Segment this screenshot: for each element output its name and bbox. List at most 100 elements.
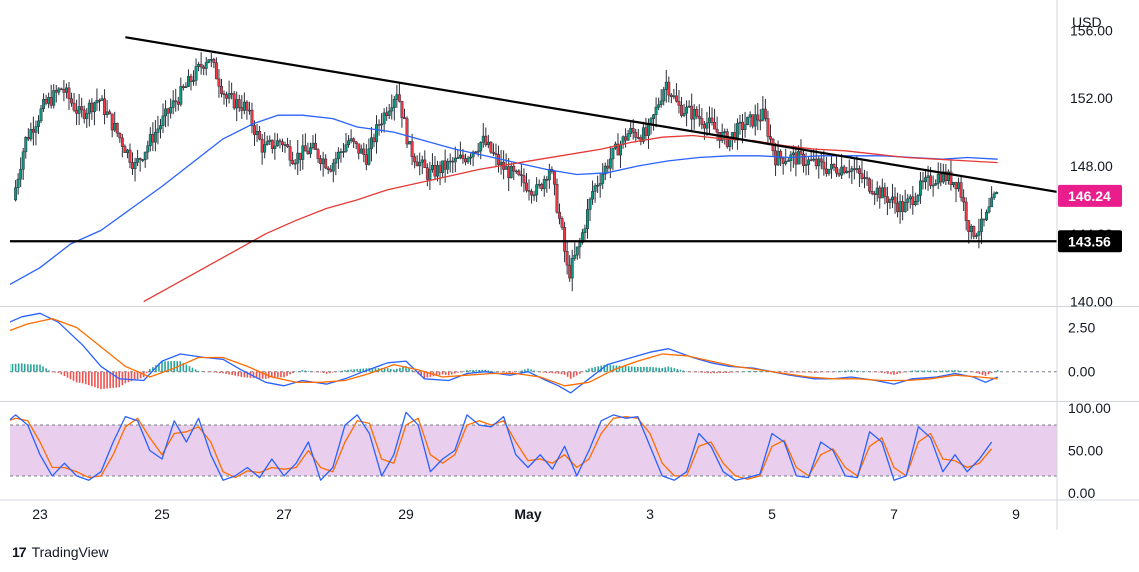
- macd-histogram-bar: [707, 371, 709, 374]
- macd-histogram-bar: [289, 371, 291, 375]
- macd-histogram-bar: [661, 367, 663, 372]
- candle-body: [677, 101, 681, 106]
- candle-body: [380, 123, 384, 126]
- macd-histogram-bar: [383, 368, 386, 372]
- macd-histogram-bar: [951, 370, 953, 372]
- macd-line: [10, 312, 998, 394]
- candle-body: [913, 201, 917, 205]
- candle-body: [362, 148, 366, 156]
- candle-body: [156, 128, 160, 133]
- brand-name: TradingView: [31, 544, 109, 560]
- macd-histogram-bar: [460, 371, 462, 373]
- macd-histogram-bar: [487, 370, 490, 372]
- macd-histogram-bar: [725, 371, 728, 373]
- macd-histogram-bar: [145, 371, 148, 374]
- macd-histogram-bar: [670, 367, 673, 372]
- candle-body: [842, 166, 846, 174]
- macd-histogram-bar: [441, 371, 444, 375]
- macd-histogram-bar: [871, 371, 874, 373]
- candle-body: [258, 130, 262, 140]
- candle-body: [964, 201, 968, 221]
- candle-body: [850, 168, 854, 172]
- macd-histogram-bar: [667, 366, 670, 372]
- candle-body: [204, 62, 208, 69]
- candle-body: [753, 114, 757, 127]
- candle-body: [220, 86, 223, 94]
- candle-body: [934, 183, 938, 186]
- macd-histogram-bar: [719, 371, 721, 374]
- macd-histogram-bar: [612, 365, 615, 372]
- candle-body: [174, 100, 178, 103]
- macd-histogram-bar: [75, 371, 78, 383]
- candle-body: [67, 87, 71, 99]
- macd-histogram-bar: [935, 370, 938, 372]
- macd-histogram-bar: [267, 371, 270, 379]
- macd-pane[interactable]: [0, 312, 1057, 394]
- candle-body: [64, 87, 68, 93]
- macd-histogram-bar: [759, 371, 761, 372]
- macd-histogram-bar: [673, 368, 676, 372]
- macd-histogram-bar: [710, 371, 712, 374]
- candle-body: [924, 177, 927, 183]
- candle-body: [723, 131, 727, 133]
- macd-histogram-bar: [304, 370, 307, 372]
- candle-body: [354, 141, 358, 144]
- macd-histogram-bar: [838, 371, 840, 372]
- macd-histogram-bar: [978, 371, 981, 375]
- macd-histogram-bar: [133, 371, 136, 381]
- candle-body: [283, 144, 287, 146]
- candle-body: [303, 145, 307, 152]
- candle-body: [161, 115, 165, 126]
- candle-body: [715, 128, 719, 133]
- candle-body: [977, 231, 981, 236]
- candle-body: [418, 161, 422, 167]
- macd-histogram-bar: [11, 363, 14, 372]
- candle-body: [959, 182, 963, 198]
- candle-body: [781, 157, 785, 164]
- candle-body: [891, 196, 894, 200]
- macd-histogram-bar: [658, 367, 660, 372]
- macd-histogram-bar: [237, 371, 240, 377]
- candle-body: [606, 165, 610, 169]
- candle-body: [16, 178, 20, 188]
- candle-body: [654, 106, 658, 116]
- macd-histogram-bar: [566, 371, 569, 377]
- trendline-descending[interactable]: [125, 36, 1064, 193]
- macd-histogram-bar: [896, 371, 898, 375]
- macd-histogram-bar: [588, 368, 590, 372]
- candle-body: [888, 199, 892, 203]
- price-pane[interactable]: [0, 36, 1065, 303]
- macd-histogram-bar: [81, 371, 84, 384]
- candle-body: [763, 108, 767, 119]
- macd-tick-label: 0.00: [1068, 364, 1095, 380]
- stochastic-pane[interactable]: [0, 411, 1057, 481]
- macd-histogram-bar: [118, 371, 121, 388]
- candle-body: [598, 183, 602, 186]
- candle-body: [100, 98, 104, 101]
- macd-histogram-bar: [627, 366, 630, 372]
- macd-histogram-bar: [530, 369, 532, 372]
- macd-histogram-bar: [280, 371, 282, 378]
- macd-histogram-bar: [91, 371, 93, 387]
- candle-body: [85, 113, 89, 119]
- candle-body: [596, 184, 600, 187]
- candle-body: [471, 151, 475, 158]
- macd-histogram-bar: [380, 368, 383, 372]
- macd-histogram-bar: [942, 370, 944, 372]
- candle-body: [868, 178, 872, 192]
- candle-body: [469, 156, 473, 159]
- candle-body: [375, 124, 378, 143]
- macd-histogram-bar: [609, 364, 612, 372]
- candle-body: [47, 97, 51, 104]
- macd-histogram-bar: [749, 371, 752, 372]
- candle-body: [110, 113, 114, 131]
- candle-body: [141, 159, 145, 161]
- candle-body: [169, 107, 173, 114]
- macd-histogram-bar: [274, 371, 276, 378]
- macd-histogram-bar: [200, 371, 203, 372]
- macd-histogram-bar: [164, 361, 166, 372]
- macd-histogram-bar: [45, 368, 47, 372]
- macd-histogram-bar: [66, 371, 69, 378]
- candle-body: [979, 218, 983, 232]
